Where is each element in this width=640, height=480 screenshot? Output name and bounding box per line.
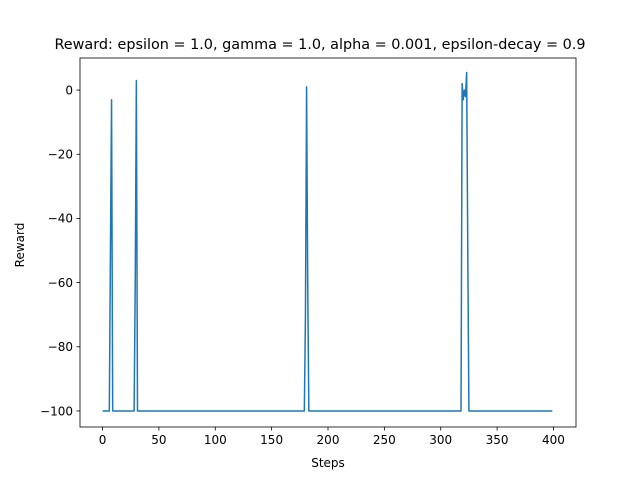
chart-title: Reward: epsilon = 1.0, gamma = 1.0, alph…: [54, 37, 585, 53]
x-axis-label: Steps: [311, 456, 345, 470]
x-tick-label: 300: [429, 433, 452, 447]
y-axis-label: Reward: [13, 223, 27, 268]
x-tick-label: 150: [260, 433, 283, 447]
y-tick-label: 0: [65, 83, 73, 97]
axes: 0 50 100 150 200 250 300 350 400 −100 −80 −60 −40 −20…: [40, 57, 577, 447]
x-tick-label: 50: [151, 433, 166, 447]
y-tick-label: −60: [48, 276, 73, 290]
series-line-0: [102, 71, 553, 412]
y-tick-label: −20: [48, 148, 73, 162]
x-tick-label: 400: [542, 433, 565, 447]
y-tick-label: −80: [48, 340, 73, 354]
x-tick-label: 100: [204, 433, 227, 447]
x-tick-label: 250: [373, 433, 396, 447]
y-tick-label: −40: [48, 212, 73, 226]
plot-area: [102, 71, 553, 412]
x-tick-label: 0: [99, 433, 107, 447]
x-tick-label: 200: [317, 433, 340, 447]
y-tick-label: −100: [40, 404, 73, 418]
plot-frame: [79, 57, 577, 428]
x-tick-label: 350: [486, 433, 509, 447]
